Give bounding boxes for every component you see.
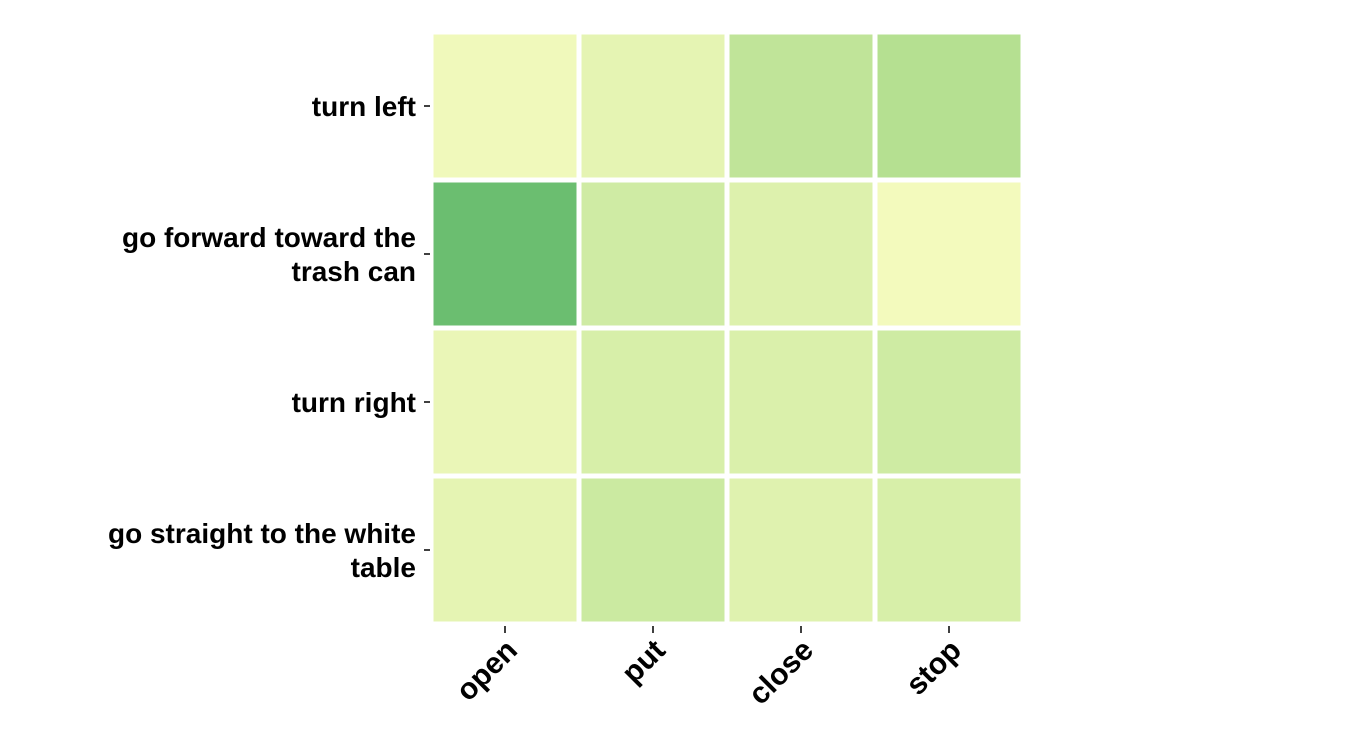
row-label-1-line-0: go forward toward the <box>122 222 416 253</box>
heatmap-cell-r0-c2 <box>729 34 873 178</box>
row-label-0-line-0: turn left <box>312 91 416 122</box>
column-labels: open put close stop <box>450 626 968 711</box>
row-label-2-line-0: turn right <box>292 387 416 418</box>
column-label-close: close <box>742 634 820 712</box>
heatmap-cell-r3-c2 <box>729 478 873 622</box>
heatmap-cell-r3-c3 <box>877 478 1021 622</box>
heatmap-cell-r2-c3 <box>877 330 1021 474</box>
heatmap-cell-r2-c2 <box>729 330 873 474</box>
heatmap-cell-r2-c1 <box>581 330 725 474</box>
heatmap-cell-r1-c3 <box>877 182 1021 326</box>
heatmap-cell-r3-c0 <box>433 478 577 622</box>
column-label-stop: stop <box>900 634 968 702</box>
heatmap-cell-r0-c3 <box>877 34 1021 178</box>
heatmap-cell-r0-c0 <box>433 34 577 178</box>
column-label-put: put <box>616 634 672 690</box>
row-label-3-line-0: go straight to the white <box>108 518 416 549</box>
heatmap-cells <box>433 34 1021 622</box>
column-label-open: open <box>450 634 524 708</box>
heatmap-cell-r1-c2 <box>729 182 873 326</box>
heatmap-cell-r0-c1 <box>581 34 725 178</box>
heatmap-cell-r2-c0 <box>433 330 577 474</box>
heatmap-cell-r1-c1 <box>581 182 725 326</box>
row-label-1-line-1: trash can <box>292 256 417 287</box>
heatmap-cell-r1-c0 <box>433 182 577 326</box>
heatmap-cell-r3-c1 <box>581 478 725 622</box>
row-label-3-line-1: table <box>351 552 416 583</box>
